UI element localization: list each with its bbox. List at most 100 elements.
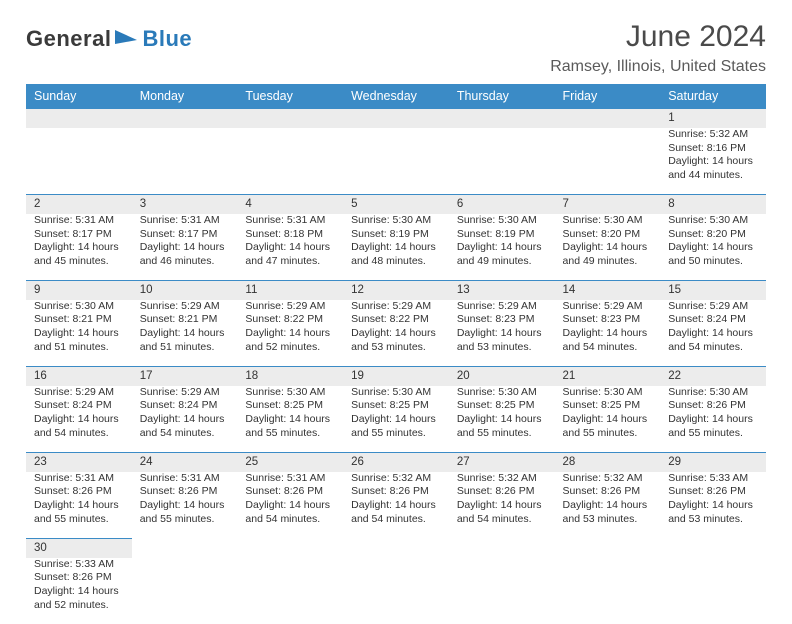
sunrise-text: Sunrise: 5:32 AM <box>668 128 760 142</box>
sunset-text: Sunset: 8:25 PM <box>563 399 655 413</box>
sunrise-text: Sunrise: 5:31 AM <box>34 472 126 486</box>
empty-daynum-bar <box>555 108 661 128</box>
daylight-text-1: Daylight: 14 hours <box>351 499 443 513</box>
day-number: 9 <box>26 280 132 300</box>
calendar-day: 3Sunrise: 5:31 AMSunset: 8:17 PMDaylight… <box>132 194 238 280</box>
sunrise-text: Sunrise: 5:31 AM <box>34 214 126 228</box>
sunrise-text: Sunrise: 5:30 AM <box>457 386 549 400</box>
weekday-header: Saturday <box>660 84 766 108</box>
sunrise-text: Sunrise: 5:29 AM <box>34 386 126 400</box>
day-number: 3 <box>132 194 238 214</box>
day-number: 10 <box>132 280 238 300</box>
sunset-text: Sunset: 8:17 PM <box>34 228 126 242</box>
daylight-text-2: and 53 minutes. <box>351 341 443 355</box>
sunrise-text: Sunrise: 5:30 AM <box>563 386 655 400</box>
day-number: 27 <box>449 452 555 472</box>
day-number: 6 <box>449 194 555 214</box>
daylight-text-2: and 44 minutes. <box>668 169 760 183</box>
location-subtitle: Ramsey, Illinois, United States <box>550 58 766 76</box>
calendar-day: 8Sunrise: 5:30 AMSunset: 8:20 PMDaylight… <box>660 194 766 280</box>
daylight-text-1: Daylight: 14 hours <box>245 499 337 513</box>
sunset-text: Sunset: 8:26 PM <box>457 485 549 499</box>
weekday-header: Thursday <box>449 84 555 108</box>
daylight-text-2: and 50 minutes. <box>668 255 760 269</box>
daylight-text-1: Daylight: 14 hours <box>668 413 760 427</box>
daylight-text-1: Daylight: 14 hours <box>34 413 126 427</box>
day-number: 26 <box>343 452 449 472</box>
daylight-text-1: Daylight: 14 hours <box>457 413 549 427</box>
daylight-text-1: Daylight: 14 hours <box>351 413 443 427</box>
sunset-text: Sunset: 8:18 PM <box>245 228 337 242</box>
calendar-empty <box>132 108 238 194</box>
empty-daynum-bar <box>449 108 555 128</box>
calendar-day: 16Sunrise: 5:29 AMSunset: 8:24 PMDayligh… <box>26 366 132 452</box>
sunrise-text: Sunrise: 5:29 AM <box>668 300 760 314</box>
sunrise-text: Sunrise: 5:30 AM <box>563 214 655 228</box>
sunrise-text: Sunrise: 5:30 AM <box>668 386 760 400</box>
sunrise-text: Sunrise: 5:32 AM <box>351 472 443 486</box>
calendar-day: 17Sunrise: 5:29 AMSunset: 8:24 PMDayligh… <box>132 366 238 452</box>
day-number: 7 <box>555 194 661 214</box>
calendar-day: 20Sunrise: 5:30 AMSunset: 8:25 PMDayligh… <box>449 366 555 452</box>
day-number: 29 <box>660 452 766 472</box>
calendar-empty <box>132 538 238 624</box>
sunrise-text: Sunrise: 5:29 AM <box>563 300 655 314</box>
sunset-text: Sunset: 8:26 PM <box>34 571 126 585</box>
daylight-text-2: and 55 minutes. <box>351 427 443 441</box>
day-number: 25 <box>237 452 343 472</box>
calendar-body: 1Sunrise: 5:32 AMSunset: 8:16 PMDaylight… <box>26 108 766 624</box>
calendar-header: SundayMondayTuesdayWednesdayThursdayFrid… <box>26 84 766 108</box>
day-number: 12 <box>343 280 449 300</box>
daylight-text-1: Daylight: 14 hours <box>140 241 232 255</box>
day-number: 30 <box>26 538 132 558</box>
calendar-day: 1Sunrise: 5:32 AMSunset: 8:16 PMDaylight… <box>660 108 766 194</box>
daylight-text-2: and 46 minutes. <box>140 255 232 269</box>
daylight-text-2: and 54 minutes. <box>245 513 337 527</box>
calendar-day: 21Sunrise: 5:30 AMSunset: 8:25 PMDayligh… <box>555 366 661 452</box>
calendar-day: 13Sunrise: 5:29 AMSunset: 8:23 PMDayligh… <box>449 280 555 366</box>
daylight-text-2: and 48 minutes. <box>351 255 443 269</box>
daylight-text-1: Daylight: 14 hours <box>245 327 337 341</box>
sunrise-text: Sunrise: 5:31 AM <box>245 472 337 486</box>
calendar-empty <box>343 108 449 194</box>
sunset-text: Sunset: 8:26 PM <box>668 485 760 499</box>
day-number: 19 <box>343 366 449 386</box>
calendar-empty <box>660 538 766 624</box>
daylight-text-1: Daylight: 14 hours <box>563 327 655 341</box>
day-number: 15 <box>660 280 766 300</box>
daylight-text-1: Daylight: 14 hours <box>668 241 760 255</box>
calendar-day: 27Sunrise: 5:32 AMSunset: 8:26 PMDayligh… <box>449 452 555 538</box>
sunset-text: Sunset: 8:23 PM <box>457 313 549 327</box>
daylight-text-2: and 51 minutes. <box>140 341 232 355</box>
sunset-text: Sunset: 8:25 PM <box>457 399 549 413</box>
daylight-text-2: and 47 minutes. <box>245 255 337 269</box>
sunset-text: Sunset: 8:17 PM <box>140 228 232 242</box>
daylight-text-2: and 54 minutes. <box>351 513 443 527</box>
sunrise-text: Sunrise: 5:30 AM <box>245 386 337 400</box>
day-number: 28 <box>555 452 661 472</box>
daylight-text-1: Daylight: 14 hours <box>34 499 126 513</box>
sunrise-text: Sunrise: 5:31 AM <box>140 472 232 486</box>
sunrise-text: Sunrise: 5:33 AM <box>668 472 760 486</box>
brand-logo: General Blue <box>26 26 192 52</box>
sunrise-text: Sunrise: 5:29 AM <box>351 300 443 314</box>
calendar-day: 24Sunrise: 5:31 AMSunset: 8:26 PMDayligh… <box>132 452 238 538</box>
sunrise-text: Sunrise: 5:30 AM <box>668 214 760 228</box>
weekday-header: Monday <box>132 84 238 108</box>
daylight-text-2: and 54 minutes. <box>563 341 655 355</box>
day-number: 22 <box>660 366 766 386</box>
calendar-empty <box>555 538 661 624</box>
empty-daynum-bar <box>343 108 449 128</box>
daylight-text-1: Daylight: 14 hours <box>563 499 655 513</box>
day-number: 13 <box>449 280 555 300</box>
sunrise-text: Sunrise: 5:29 AM <box>457 300 549 314</box>
sunset-text: Sunset: 8:24 PM <box>140 399 232 413</box>
weekday-header: Friday <box>555 84 661 108</box>
sunset-text: Sunset: 8:26 PM <box>34 485 126 499</box>
calendar-day: 9Sunrise: 5:30 AMSunset: 8:21 PMDaylight… <box>26 280 132 366</box>
empty-daynum-bar <box>132 108 238 128</box>
sunset-text: Sunset: 8:22 PM <box>245 313 337 327</box>
day-number: 2 <box>26 194 132 214</box>
calendar-day: 28Sunrise: 5:32 AMSunset: 8:26 PMDayligh… <box>555 452 661 538</box>
calendar-week: 9Sunrise: 5:30 AMSunset: 8:21 PMDaylight… <box>26 280 766 366</box>
